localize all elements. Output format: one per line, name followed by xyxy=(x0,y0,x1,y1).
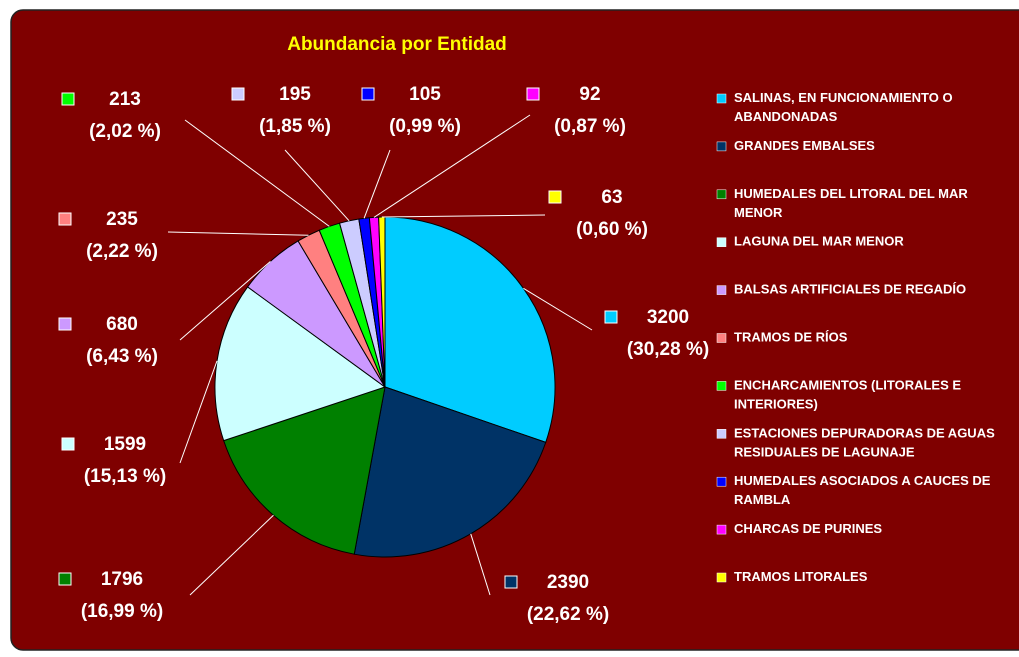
legend-label: TRAMOS DE RÍOS xyxy=(734,330,848,345)
leader-line xyxy=(363,149,391,219)
legend-label: CHARCAS DE PURINES xyxy=(734,522,882,537)
data-label: 213 xyxy=(109,89,141,110)
legend-line: GRANDES EMBALSES xyxy=(734,138,875,153)
legend-marker xyxy=(716,93,727,104)
legend-line: RAMBLA xyxy=(734,493,791,508)
data-label: 63 xyxy=(601,187,622,208)
chart-title: Abundancia por Entidad xyxy=(287,34,507,55)
legend-marker xyxy=(716,572,727,583)
legend-line: LAGUNA DEL MAR MENOR xyxy=(734,234,904,249)
data-label: 2390 xyxy=(547,572,589,593)
leader-line xyxy=(167,231,309,236)
percent-label: (6,43 %) xyxy=(86,346,158,367)
label-marker xyxy=(61,437,75,451)
legend-line: ESTACIONES DEPURADORAS DE AGUAS xyxy=(734,426,998,441)
label-marker xyxy=(361,87,375,101)
legend-label: ENCHARCAMIENTOS (LITORALES E INTERIORES) xyxy=(734,378,965,412)
legend-box xyxy=(712,84,1018,594)
legend-line: ENCHARCAMIENTOS (LITORALES E xyxy=(734,378,965,393)
leader-line xyxy=(381,214,546,218)
legend-label: SALINAS, EN FUNCIONAMIENTO O ABANDONADAS xyxy=(734,90,956,124)
legend-marker xyxy=(716,189,727,200)
percent-label: (2,02 %) xyxy=(89,121,161,142)
label-marker xyxy=(58,212,72,226)
legend-line: RESIDUALES DE LAGUNAJE xyxy=(734,445,915,460)
data-label: 105 xyxy=(409,84,441,105)
leader-line xyxy=(189,514,274,596)
legend-label: TRAMOS LITORALES xyxy=(734,569,868,584)
legend-marker xyxy=(716,333,727,343)
leader-line xyxy=(284,149,350,222)
data-label: 1599 xyxy=(104,434,146,455)
leader-line xyxy=(184,119,330,227)
label-marker xyxy=(58,572,72,586)
data-label: 92 xyxy=(579,84,600,105)
legend-label: GRANDES EMBALSES xyxy=(734,138,875,153)
label-marker xyxy=(504,575,518,589)
percent-label: (0,60 %) xyxy=(576,219,648,240)
leader-line xyxy=(523,287,593,331)
label-marker xyxy=(526,87,540,101)
pie-slice xyxy=(223,386,386,555)
legend-marker xyxy=(716,429,727,439)
pie-slice xyxy=(384,216,556,444)
legend-line: TRAMOS LITORALES xyxy=(734,569,868,584)
pie-slice xyxy=(353,386,547,558)
percent-label: (2,22 %) xyxy=(86,241,158,262)
pie-slice xyxy=(214,286,387,442)
legend-label: HUMEDALES DEL LITORAL DEL MAR MENOR xyxy=(734,186,971,220)
label-marker xyxy=(231,87,245,101)
label-marker xyxy=(548,190,562,204)
legend-marker xyxy=(716,285,727,295)
data-label: 3200 xyxy=(647,307,689,328)
legend-line: BALSAS ARTIFICIALES DE REGADÍO xyxy=(734,282,966,297)
data-label: 1796 xyxy=(101,569,143,590)
legend-marker xyxy=(716,237,727,247)
legend-marker xyxy=(716,524,727,535)
data-label: 235 xyxy=(106,209,138,230)
leader-line xyxy=(179,260,271,341)
percent-label: (0,99 %) xyxy=(389,116,461,137)
data-label: 195 xyxy=(279,84,311,105)
leader-line xyxy=(470,533,491,596)
legend-line: ABANDONADAS xyxy=(734,109,838,124)
legend-label: ESTACIONES DEPURADORAS DE AGUAS RESIDUAL… xyxy=(734,426,998,460)
leader-line xyxy=(373,114,531,218)
legend-label: HUMEDALES ASOCIADOS A CAUCES DE RAMBLA xyxy=(734,474,994,508)
percent-label: (22,62 %) xyxy=(527,604,609,625)
legend-marker xyxy=(716,141,727,152)
percent-label: (30,28 %) xyxy=(627,339,709,360)
percent-label: (16,99 %) xyxy=(81,601,163,622)
legend-marker xyxy=(716,381,727,391)
legend-line: CHARCAS DE PURINES xyxy=(734,522,882,537)
legend-line: SALINAS, EN FUNCIONAMIENTO O xyxy=(734,90,956,105)
legend-label: LAGUNA DEL MAR MENOR xyxy=(734,234,904,249)
legend-marker xyxy=(716,476,727,487)
percent-label: (0,87 %) xyxy=(554,116,626,137)
legend-line: HUMEDALES DEL LITORAL DEL MAR xyxy=(734,186,971,201)
legend-label: BALSAS ARTIFICIALES DE REGADÍO xyxy=(734,282,966,297)
label-marker xyxy=(58,317,72,331)
data-label: 680 xyxy=(106,314,138,335)
percent-label: (1,85 %) xyxy=(259,116,331,137)
label-marker xyxy=(61,92,75,106)
legend-line: HUMEDALES ASOCIADOS A CAUCES DE xyxy=(734,474,994,489)
legend-line: INTERIORES) xyxy=(734,397,818,412)
percent-label: (15,13 %) xyxy=(84,466,166,487)
leader-line xyxy=(179,360,218,464)
label-marker xyxy=(604,310,618,324)
legend-line: MENOR xyxy=(734,205,783,220)
legend-line: TRAMOS DE RÍOS xyxy=(734,330,848,345)
